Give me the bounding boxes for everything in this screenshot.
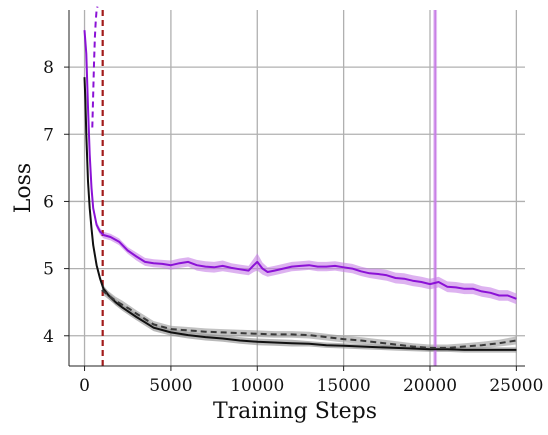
confidence-bands — [84, 24, 517, 353]
y-tick-label-4: 8 — [43, 58, 54, 78]
x-tick-label-1: 5000 — [149, 376, 192, 396]
y-axis-label: Loss — [11, 163, 36, 213]
y-tick-label-1: 5 — [43, 260, 54, 280]
x-tick-label-3: 15000 — [317, 376, 371, 396]
y-tick-label-0: 4 — [43, 327, 54, 347]
x-tick-label-0: 0 — [79, 376, 90, 396]
series-2-line — [83, 77, 517, 351]
series-0-line — [83, 30, 517, 300]
series-1-line — [91, 6, 99, 128]
x-tick-label-4: 20000 — [403, 376, 457, 396]
series-3-line — [101, 289, 517, 349]
vertical-markers — [101, 10, 438, 366]
x-axis-label: Training Steps — [213, 399, 377, 424]
tick-labels: 0 5000 10000 15000 20000 25000 4 5 6 7 8 — [43, 58, 543, 396]
y-tick-label-3: 7 — [43, 125, 54, 145]
series-3-band — [101, 286, 517, 352]
series-2-band — [84, 73, 517, 353]
series-lines — [83, 6, 517, 351]
x-tick-label-2: 10000 — [230, 376, 284, 396]
x-tick-label-5: 25000 — [489, 376, 543, 396]
y-tick-label-2: 6 — [43, 192, 54, 212]
axes — [64, 10, 525, 371]
grid — [69, 10, 525, 366]
